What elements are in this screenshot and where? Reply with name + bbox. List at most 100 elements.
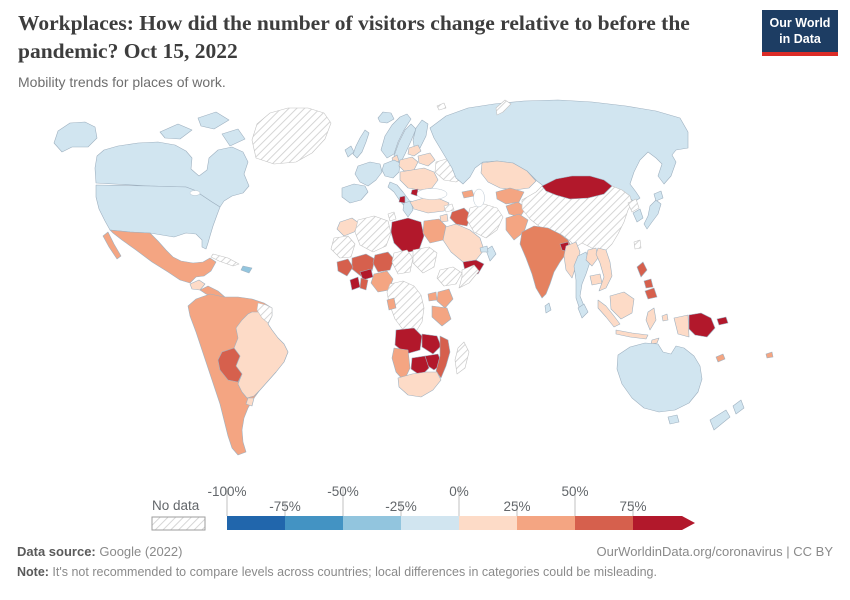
no-data-label: No data (152, 498, 200, 513)
country-ethiopia[interactable] (436, 266, 463, 287)
country-guatemala[interactable] (189, 279, 206, 291)
country-japan[interactable] (643, 190, 664, 230)
attribution-link[interactable]: OurWorldinData.org/coronavirus | CC BY (596, 544, 833, 559)
country-saudi-arabia[interactable] (441, 223, 485, 263)
country-gabon[interactable] (386, 297, 397, 311)
data-source: Data source: Google (2022) (17, 544, 182, 559)
legend-tick-labels: -100% -75% -50% -25% 0% 25% 50% 75% (207, 484, 646, 514)
country-taiwan[interactable] (633, 239, 642, 250)
country-cote-divoire[interactable] (349, 276, 361, 291)
country-fiji[interactable] (765, 351, 774, 359)
region-svalbard[interactable] (436, 102, 447, 111)
country-myanmar[interactable] (563, 241, 581, 279)
country-united-kingdom[interactable] (352, 129, 370, 159)
region-baltics[interactable] (407, 144, 422, 157)
region-jordan-israel[interactable] (439, 213, 449, 223)
country-mongolia[interactable] (541, 175, 613, 200)
country-sri-lanka[interactable] (544, 302, 552, 314)
country-uae[interactable] (479, 245, 489, 253)
country-norway[interactable] (380, 113, 412, 159)
region-caucasus[interactable] (461, 189, 475, 199)
country-finland[interactable] (412, 119, 429, 149)
country-morocco[interactable] (336, 217, 361, 237)
country-malaysia[interactable] (577, 303, 589, 319)
country-mozambique[interactable] (435, 335, 451, 379)
country-iraq[interactable] (449, 207, 472, 227)
region-guianas[interactable] (256, 302, 273, 324)
legend-bin-6 (575, 516, 633, 530)
country-kenya[interactable] (436, 288, 454, 309)
legend-bin-5 (517, 516, 575, 530)
country-chad[interactable] (391, 249, 414, 275)
country-bolivia[interactable] (217, 347, 243, 383)
country-mexico[interactable] (102, 229, 217, 284)
country-ghana[interactable] (359, 277, 369, 291)
country-oman[interactable] (485, 245, 497, 262)
region-mauritania[interactable] (330, 235, 356, 259)
no-data-swatch[interactable] (151, 516, 206, 531)
country-papua-new-guinea[interactable] (688, 312, 729, 338)
countries-layer (53, 99, 774, 456)
region-senegal-guinea[interactable] (336, 258, 354, 277)
legend-tick-5: 25% (503, 499, 530, 514)
country-south-korea[interactable] (632, 208, 644, 223)
country-india[interactable] (519, 225, 573, 299)
country-cambodia[interactable] (589, 273, 603, 286)
legend-bin-4 (459, 516, 517, 530)
black-sea (416, 188, 448, 200)
country-united-states[interactable] (53, 121, 221, 250)
country-belarus[interactable] (417, 152, 436, 167)
country-uruguay[interactable] (245, 397, 255, 407)
country-new-caledonia[interactable] (715, 353, 726, 363)
region-hispaniola[interactable] (240, 265, 253, 274)
country-madagascar[interactable] (454, 341, 470, 375)
country-niger[interactable] (372, 251, 395, 273)
country-brazil[interactable] (233, 311, 289, 399)
country-north-korea[interactable] (627, 198, 640, 213)
region-tasmania[interactable] (667, 414, 680, 425)
country-france[interactable] (354, 161, 383, 187)
country-ireland[interactable] (344, 145, 355, 158)
region-central-asia[interactable] (495, 187, 525, 205)
country-afghanistan[interactable] (505, 201, 527, 218)
country-indonesia[interactable] (597, 291, 690, 345)
legend-color-bar[interactable] (227, 516, 695, 530)
chart-header: Workplaces: How did the number of visito… (18, 10, 758, 90)
legend-tick-6: 50% (561, 484, 588, 499)
country-somalia[interactable] (458, 264, 480, 289)
country-greece[interactable] (402, 200, 414, 218)
country-syria[interactable] (443, 203, 455, 213)
country-new-zealand[interactable] (709, 399, 745, 431)
country-uganda[interactable] (427, 291, 438, 302)
country-iran[interactable] (466, 203, 504, 239)
country-albania[interactable] (398, 195, 406, 204)
legend-tick-3: -25% (385, 499, 417, 514)
country-serbia[interactable] (410, 188, 419, 197)
country-australia[interactable] (616, 342, 703, 413)
country-zambia[interactable] (421, 333, 442, 355)
legend-tick-2: -50% (327, 484, 359, 499)
country-tanzania[interactable] (431, 305, 452, 327)
country-libya[interactable] (390, 217, 425, 254)
country-tunisia[interactable] (387, 211, 397, 222)
country-angola[interactable] (394, 327, 423, 355)
region-arctic-islands[interactable] (495, 99, 512, 116)
region-central-europe[interactable] (399, 167, 439, 191)
country-turkey[interactable] (409, 197, 450, 214)
country-cuba[interactable] (210, 253, 240, 267)
country-laos[interactable] (585, 247, 599, 267)
owid-logo[interactable]: Our World in Data (762, 10, 838, 57)
country-egypt[interactable] (422, 218, 447, 244)
region-iberia[interactable] (341, 183, 369, 204)
country-russia[interactable] (429, 99, 689, 203)
country-south-africa[interactable] (397, 371, 442, 398)
legend-bin-3 (401, 516, 459, 530)
country-sudan[interactable] (412, 246, 438, 274)
country-germany[interactable] (381, 159, 401, 179)
country-philippines[interactable] (636, 261, 658, 300)
country-algeria[interactable] (354, 215, 392, 253)
country-kazakhstan[interactable] (480, 160, 537, 191)
country-greenland[interactable] (251, 107, 332, 165)
country-iceland[interactable] (377, 111, 395, 124)
country-vietnam[interactable] (595, 247, 613, 292)
